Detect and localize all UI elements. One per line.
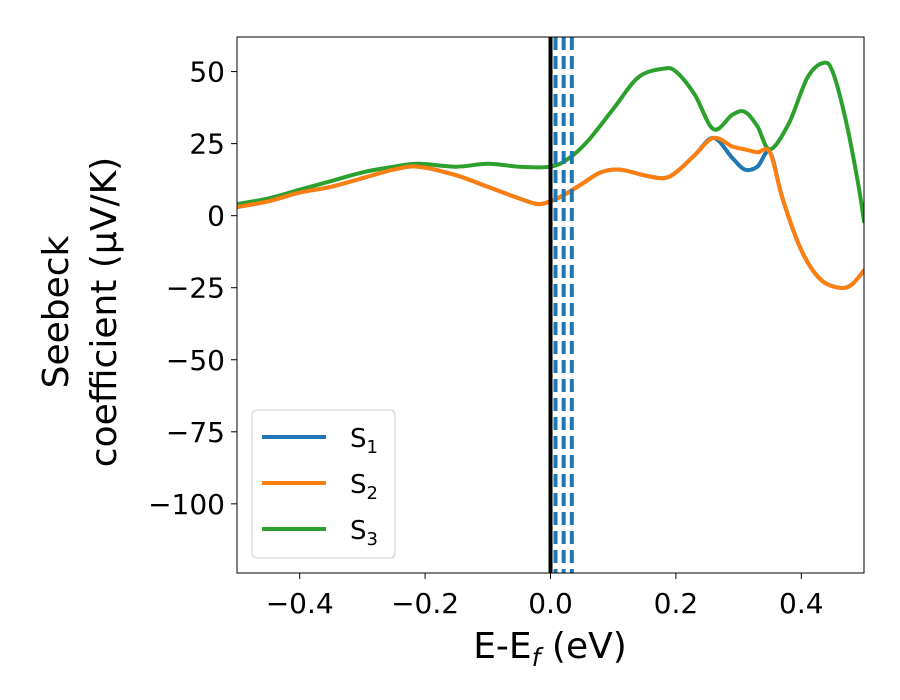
vertical-lines-layer [548, 37, 574, 573]
series-layer [237, 60, 864, 291]
legend-label-s3: S3 [350, 516, 378, 550]
x-axis-label-unit: (eV) [540, 626, 626, 667]
x-tick-label: 0.2 [654, 587, 699, 620]
y-tick-label: −50 [166, 344, 225, 377]
series-line-s2 [237, 135, 864, 291]
x-axis-label: E-Ef (eV) [473, 626, 627, 672]
y-axis-label-line2: coefficient (μV/K) [84, 157, 125, 467]
y-axis-label: Seebeck coefficient (μV/K) [36, 157, 125, 467]
x-tick-label: −0.2 [391, 587, 459, 620]
legend: S1 S2 S3 [251, 409, 396, 559]
y-tick-label: −75 [166, 416, 225, 449]
x-tick-label: −0.4 [266, 587, 334, 620]
legend-label-s1: S1 [350, 424, 378, 458]
series-line-s3 [237, 60, 864, 224]
y-axis-label-line1: Seebeck [36, 235, 77, 388]
y-tick-label: 50 [189, 56, 225, 89]
x-tick-label: 0.4 [779, 587, 824, 620]
y-tick-label: −100 [148, 488, 225, 521]
legend-label-s2: S2 [350, 470, 378, 504]
x-axis-label-main: E-E [473, 626, 531, 667]
y-tick-label: 25 [189, 128, 225, 161]
x-tick-label: 0.0 [528, 587, 573, 620]
y-tick-label: −25 [166, 272, 225, 305]
y-tick-label: 0 [207, 200, 225, 233]
tick-layer: −0.4 −0.2 0.0 0.2 0.4 50 25 0 −25 −50 −75 −100 [148, 56, 823, 620]
